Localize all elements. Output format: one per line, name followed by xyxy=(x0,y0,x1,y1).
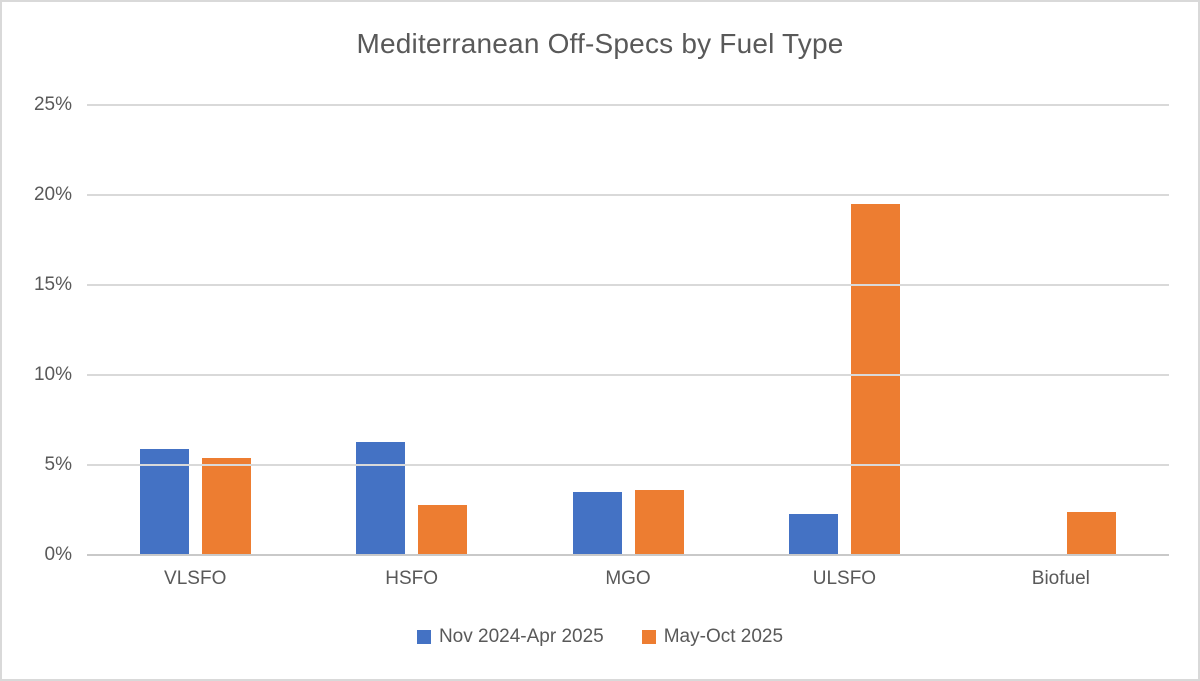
bar-group-vlsfo xyxy=(87,105,303,555)
gridline-25% xyxy=(87,104,1169,106)
chart-title: Mediterranean Off-Specs by Fuel Type xyxy=(356,28,844,59)
bar-mgo-series2[interactable] xyxy=(634,490,684,555)
legend-item-series2[interactable]: May-Oct 2025 xyxy=(641,626,784,648)
bar-ulsfo-series2[interactable] xyxy=(850,204,900,555)
bar-biofuel-series2[interactable] xyxy=(1067,511,1117,555)
bar-vlsfo-series1[interactable] xyxy=(139,448,189,555)
legend-label: Nov 2024-Apr 2025 xyxy=(438,626,604,647)
x-tick-label-mgo: MGO xyxy=(605,568,651,589)
y-tick-label: 0% xyxy=(44,544,72,565)
x-tick-label-vlsfo: VLSFO xyxy=(164,568,227,589)
y-tick-label: 20% xyxy=(33,184,72,205)
x-axis: VLSFO HSFO MGO ULSFO Biofuel xyxy=(87,568,1169,590)
y-tick-label: 10% xyxy=(33,364,72,385)
legend-label: May-Oct 2025 xyxy=(663,626,784,647)
x-tick-label-ulsfo: ULSFO xyxy=(812,568,877,589)
bar-group-mgo xyxy=(520,105,736,555)
x-tick-label-biofuel: Biofuel xyxy=(1031,568,1090,589)
legend-item-series1[interactable]: Nov 2024-Apr 2025 xyxy=(416,626,604,648)
y-tick-label: 15% xyxy=(33,274,72,295)
gridline-10% xyxy=(87,374,1169,376)
x-axis-line xyxy=(87,554,1169,556)
bar-hsfo-series2[interactable] xyxy=(418,504,468,555)
bar-group-biofuel xyxy=(953,105,1169,555)
gridline-15% xyxy=(87,284,1169,286)
gridline-20% xyxy=(87,194,1169,196)
legend-swatch-icon xyxy=(641,630,656,644)
bar-groups xyxy=(87,105,1169,555)
y-tick-label: 25% xyxy=(33,94,72,115)
bar-hsfo-series1[interactable] xyxy=(356,441,406,555)
gridline-5% xyxy=(87,464,1169,466)
y-tick-label: 5% xyxy=(44,454,72,475)
bar-group-hsfo xyxy=(303,105,519,555)
bar-ulsfo-series1[interactable] xyxy=(788,513,838,555)
legend: Nov 2024-Apr 2025 May-Oct 2025 xyxy=(2,626,1198,648)
bar-mgo-series1[interactable] xyxy=(572,492,622,555)
bar-vlsfo-series2[interactable] xyxy=(201,457,251,555)
legend-swatch-icon xyxy=(416,630,431,644)
x-tick-label-hsfo: HSFO xyxy=(385,568,438,589)
bar-group-ulsfo xyxy=(736,105,952,555)
plot-area xyxy=(87,104,1169,556)
